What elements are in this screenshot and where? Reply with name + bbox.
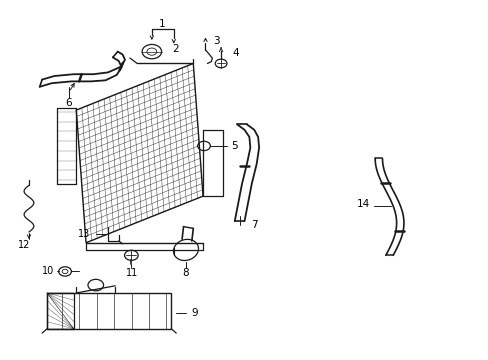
Text: 5: 5 (231, 141, 238, 151)
Text: 1: 1 (159, 19, 165, 29)
Text: 3: 3 (212, 36, 219, 46)
Text: 10: 10 (42, 266, 55, 276)
Text: 12: 12 (18, 239, 30, 249)
Text: 8: 8 (183, 268, 189, 278)
Text: 6: 6 (65, 98, 72, 108)
Text: 13: 13 (77, 229, 89, 239)
Text: 7: 7 (250, 220, 257, 230)
Text: 2: 2 (172, 44, 178, 54)
Text: 14: 14 (356, 199, 369, 209)
Text: 11: 11 (126, 267, 138, 278)
Text: 9: 9 (191, 308, 198, 318)
Text: 4: 4 (232, 48, 239, 58)
